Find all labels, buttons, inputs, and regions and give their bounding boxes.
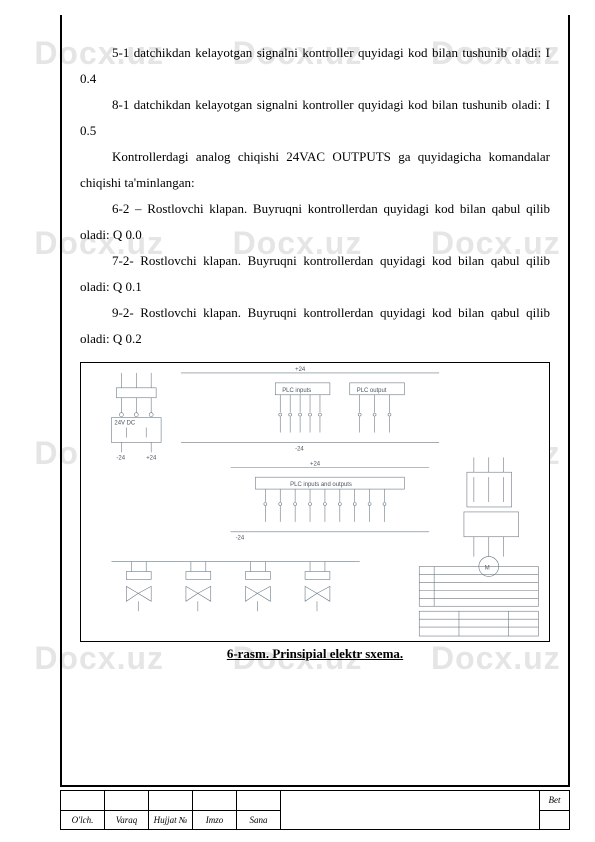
plc-io-block: +24 PLC inputs and outputs [231,461,430,541]
tb-cell [193,791,237,811]
svg-text:+24: +24 [295,367,306,373]
tb-cell [237,791,281,811]
tb-header: Hujjat № [149,810,193,830]
paragraph: 8-1 datchikdan kelayotgan signalni kontr… [80,92,550,144]
svg-text:+24: +24 [310,461,321,467]
paragraph: 6-2 – Rostlovchi klapan. Buyruqni kontro… [80,196,550,248]
tb-header: O'lch. [61,810,105,830]
content-frame: 5-1 datchikdan kelayotgan signalni kontr… [60,15,570,787]
tb-cell [149,791,193,811]
tb-header: Sana [237,810,281,830]
svg-text:PLC inputs: PLC inputs [282,388,311,394]
legend-table [419,567,538,637]
svg-text:+24: +24 [146,455,157,461]
power-block: 24V DC -24 +24 [111,373,161,461]
svg-text:-24: -24 [295,446,304,452]
tb-cell [105,791,149,811]
plc-output-box: PLC output [350,383,405,433]
figure-container: 24V DC -24 +24 +24 PLC inputs [80,362,550,642]
svg-text:PLC inputs and outputs: PLC inputs and outputs [290,482,352,488]
circuit-diagram: 24V DC -24 +24 +24 PLC inputs [81,363,549,641]
valve-row [111,562,359,612]
tb-main-cell [281,791,540,830]
body-text: 5-1 datchikdan kelayotgan signalni kontr… [80,40,550,352]
tb-cell [61,791,105,811]
svg-text:PLC output: PLC output [357,388,387,394]
svg-text:24V DC: 24V DC [114,421,136,427]
title-block: Bet O'lch. Varaq Hujjat № Imzo Sana [60,790,570,830]
paragraph: 5-1 datchikdan kelayotgan signalni kontr… [80,40,550,92]
plc-inputs-box: PLC inputs [275,383,330,433]
svg-text:-24: -24 [116,455,125,461]
tb-header: Varaq [105,810,149,830]
motor-block: M [464,457,519,576]
tb-header: Imzo [193,810,237,830]
figure-caption: 6-rasm. Prinsipial elektr sxema. [80,646,550,662]
paragraph: 7-2- Rostlovchi klapan. Buyruqni kontrol… [80,248,550,300]
tb-bet-num [540,810,570,830]
paragraph: 9-2- Rostlovchi klapan. Buyruqni kontrol… [80,300,550,352]
tb-bet-label: Bet [540,791,570,811]
paragraph: Kontrollerdagi analog chiqishi 24VAC OUT… [80,144,550,196]
svg-text:-24: -24 [236,536,245,542]
